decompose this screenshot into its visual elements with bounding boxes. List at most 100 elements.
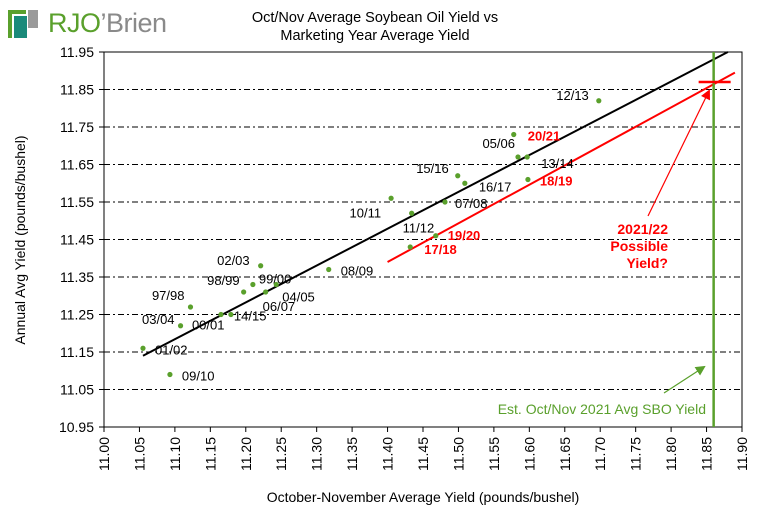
- x-tick-label: 11.10: [167, 437, 183, 471]
- grid-lines: [104, 89, 742, 390]
- x-tick-label: 11.50: [450, 437, 466, 471]
- trendlines: [142, 51, 736, 427]
- x-tick-label: 11.20: [238, 437, 254, 471]
- data-point: [140, 345, 146, 351]
- data-point: [177, 323, 184, 329]
- data-label: 99/00: [259, 272, 292, 287]
- data-point: [241, 289, 247, 295]
- data-point: [462, 180, 468, 186]
- data-point: [525, 176, 531, 183]
- data-point: [273, 281, 279, 288]
- data-point: [326, 266, 332, 273]
- recent-years-trend-line: [387, 71, 736, 263]
- chart-title: Oct/Nov Average Soybean Oil Yield vs Mar…: [200, 9, 550, 45]
- logo-text: RJO’Brien: [48, 6, 167, 40]
- data-label: 16/17: [479, 179, 512, 194]
- y-tick-label: 11.45: [60, 232, 94, 248]
- x-tick-label: 11.90: [734, 437, 750, 471]
- data-point: [218, 311, 224, 318]
- y-tick-label: 11.65: [60, 157, 94, 173]
- x-tick-label: 11.55: [486, 437, 502, 471]
- data-label: 19/20: [448, 228, 481, 243]
- y-tick-label: 11.75: [60, 119, 94, 135]
- data-label: 10/11: [350, 205, 382, 220]
- data-point: [596, 98, 602, 104]
- data-label: 98/99: [207, 273, 240, 288]
- x-tick-label: 11.30: [309, 437, 325, 471]
- y-tick-label: 11.55: [60, 194, 94, 210]
- y-axis: 11.95 11.85 11.75 11.65 11.55 11.45 11.35 11.25…: [59, 44, 104, 435]
- data-label: 17/18: [424, 242, 457, 257]
- data-point: [263, 289, 269, 295]
- data-label: 00/01: [192, 318, 225, 333]
- data-label: 11/12: [403, 220, 435, 235]
- data-label: 97/98: [152, 288, 185, 303]
- data-label: 14/15: [234, 309, 267, 324]
- data-point: [409, 210, 415, 216]
- x-tick-label: 11.85: [699, 437, 715, 471]
- data-point: [433, 233, 439, 239]
- data-label: 04/05: [282, 290, 315, 305]
- x-tick-label: 11.25: [273, 437, 289, 471]
- data-point: [511, 131, 517, 138]
- all-years-trend-line: [142, 51, 729, 357]
- data-label: 06/07: [263, 299, 296, 314]
- data-point: [258, 263, 264, 269]
- data-point: [388, 195, 394, 201]
- x-axis: 11.00 11.05 11.10 11.15 11.20 11.25 11.30 11.35…: [96, 427, 750, 471]
- y-tick-label: 11.25: [60, 307, 94, 323]
- data-label: 02/03: [217, 253, 250, 268]
- x-tick-label: 11.65: [557, 437, 573, 471]
- x-tick-label: 11.45: [415, 437, 431, 471]
- data-point: [407, 244, 413, 250]
- y-tick-label: 11.05: [60, 382, 94, 398]
- data-label: 18/19: [540, 174, 573, 189]
- data-label: 13/14: [541, 156, 574, 171]
- data-point: [515, 154, 521, 160]
- data-point: [167, 371, 173, 378]
- data-point: [250, 281, 256, 288]
- x-tick-label: 11.80: [663, 437, 679, 471]
- rjobrien-logo: RJO’Brien: [8, 6, 167, 40]
- x-tick-label: 11.15: [202, 437, 218, 471]
- data-point: [442, 199, 448, 205]
- y-axis-label: Annual Avg Yield (pounds/bushel): [12, 135, 28, 344]
- data-label: 12/13: [556, 88, 589, 103]
- x-tick-label: 11.75: [628, 437, 644, 471]
- chart-title-line-2: Marketing Year Average Yield: [280, 28, 470, 44]
- y-tick-label: 11.85: [60, 82, 94, 98]
- data-label: 07/08: [455, 196, 488, 211]
- y-tick-label: 10.95: [59, 419, 94, 435]
- x-tick-label: 11.40: [380, 437, 396, 471]
- possible-yield-annotation-line: Possible: [610, 238, 668, 254]
- possible-yield-annotation-line: 2021/22: [617, 221, 668, 237]
- est-yield-annotation: Est. Oct/Nov 2021 Avg SBO Yield: [498, 401, 706, 417]
- possible-yield-annotation-line: Yield?: [627, 255, 669, 271]
- x-tick-label: 11.70: [592, 437, 608, 471]
- logo-mark-icon: [8, 10, 38, 38]
- chart-title-line-1: Oct/Nov Average Soybean Oil Yield vs: [251, 10, 499, 26]
- data-label: 05/06: [482, 136, 515, 151]
- data-point: [524, 154, 530, 160]
- data-label: 20/21: [528, 129, 561, 144]
- data-label: 03/04: [142, 312, 175, 327]
- y-tick-label: 11.15: [60, 344, 94, 360]
- data-points: 01/02 09/10 03/04 97/98 00/01 14/15 98/99 99/00…: [140, 88, 602, 384]
- x-tick-label: 11.35: [344, 437, 360, 471]
- data-label: 09/10: [182, 369, 215, 384]
- y-tick-label: 11.35: [60, 269, 94, 285]
- data-point: [187, 304, 194, 310]
- possible-yield-arrow: [647, 89, 710, 217]
- data-point: [228, 311, 234, 318]
- data-label: 01/02: [155, 342, 188, 357]
- logo-rjo: RJO: [48, 8, 101, 38]
- y-tick-label: 11.95: [60, 44, 94, 60]
- x-tick-label: 11.00: [96, 437, 112, 471]
- x-axis-label: October-November Average Yield (pounds/b…: [267, 489, 580, 505]
- x-tick-label: 11.05: [131, 437, 147, 471]
- data-point: [455, 173, 461, 179]
- est-yield-arrow: [663, 365, 706, 394]
- logo-brien: ’Brien: [100, 8, 168, 38]
